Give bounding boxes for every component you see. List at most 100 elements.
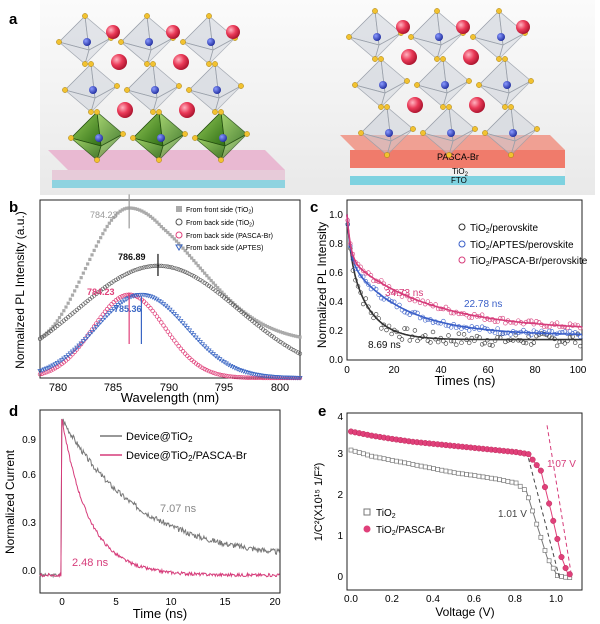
b-point-pasca: [209, 369, 214, 375]
b-point-front: [86, 262, 90, 266]
e-ytick-4: 4: [337, 412, 343, 423]
b-point-aptes: [225, 362, 232, 368]
d-legend-2: Device@TiO2/PASCA-Br: [126, 450, 247, 463]
b-point-front: [88, 257, 92, 262]
b-point-front: [190, 256, 194, 260]
b-point-aptes: [80, 339, 86, 344]
b-point-front: [185, 251, 189, 255]
b-point-back-tio2: [176, 267, 181, 272]
c-point: [358, 273, 363, 279]
b-point-front: [261, 322, 265, 326]
panel-d: d Normalized Current Time (ns) 0 5 10 15…: [3, 403, 281, 621]
b-tick-800: 800: [271, 382, 289, 394]
b-point-front: [209, 278, 213, 283]
b-annot-front-peak: 784.23: [90, 210, 118, 220]
b-point-front: [55, 319, 59, 323]
panel-c-yticks: 0.0 0.2 0.4 0.6 0.8 1.0: [329, 210, 343, 366]
b-point-aptes: [78, 341, 84, 347]
e-point-pasca: [546, 500, 553, 507]
d-xtick-20: 20: [269, 597, 281, 608]
b-point-aptes: [89, 329, 95, 335]
c-point: [430, 329, 436, 335]
c-point: [361, 301, 366, 307]
b-point-pasca: [200, 365, 205, 370]
b-point-aptes: [176, 316, 182, 322]
b-point-aptes: [41, 367, 47, 373]
b-point-front: [40, 335, 44, 339]
halide-atom: [528, 78, 534, 84]
b-point-front: [118, 209, 122, 213]
b-point-pasca: [146, 303, 151, 309]
e-point-tio2: [493, 476, 498, 482]
b-point-front: [265, 324, 270, 329]
octahedron-face: [84, 37, 112, 66]
c-point: [412, 328, 418, 333]
b-point-pasca: [48, 368, 53, 373]
e-ytick-2: 2: [337, 490, 343, 501]
b-point-front: [81, 271, 85, 275]
b-point-back-tio2: [148, 264, 153, 269]
b-point-back-tio2: [284, 344, 290, 349]
metal-atom: [95, 134, 103, 142]
b-point-aptes: [74, 345, 80, 351]
c-point: [363, 271, 368, 276]
e-point-pasca: [525, 451, 532, 458]
panel-d-label: d: [9, 403, 18, 420]
b-point-front: [75, 284, 79, 289]
halide-atom: [502, 56, 508, 62]
octahedron-face: [504, 80, 532, 109]
b-point-aptes: [104, 313, 110, 318]
panel-e-ylabel: 1/C²(X10¹⁵ 1/F²): [313, 463, 325, 542]
panel-d-axes: [39, 409, 281, 594]
b-point-front: [68, 297, 72, 301]
b-point-front: [107, 221, 111, 225]
b-point-front: [205, 274, 209, 278]
c-legend-marker-2: [458, 240, 466, 248]
b-point-pasca: [178, 346, 183, 351]
halide-atom: [378, 56, 384, 62]
cation-atom: [179, 102, 195, 118]
b-point-pasca: [243, 375, 248, 380]
c-point: [554, 320, 560, 325]
c-point: [446, 333, 451, 338]
halide-atom: [156, 109, 162, 115]
b-point-front: [51, 324, 55, 329]
halide-atom: [476, 82, 482, 88]
panel-e-xlabel: Voltage (V): [435, 605, 494, 619]
c-point: [562, 324, 568, 330]
e-point-tio2: [460, 471, 465, 477]
b-point-aptes: [119, 299, 125, 305]
panel-b-xlabel: Wavelength (nm): [121, 390, 220, 405]
octahedron-face: [374, 32, 402, 61]
c-annot-aptes: 22.78 ns: [464, 299, 502, 310]
b-point-back-tio2: [282, 342, 287, 347]
e-point-tio2: [513, 480, 519, 486]
b-point-front: [112, 215, 116, 220]
b-point-aptes: [111, 306, 117, 312]
legend-pasca: From back side (PASCA-Br): [186, 233, 273, 240]
c-point: [467, 340, 472, 346]
b-point-pasca: [98, 315, 103, 320]
b-point-front: [224, 294, 228, 299]
octahedron-face: [436, 32, 464, 61]
b-point-front: [140, 209, 144, 213]
c-point: [578, 343, 583, 349]
c-point: [448, 325, 454, 330]
halide-atom: [352, 82, 358, 88]
b-point-aptes: [48, 364, 54, 370]
c-point: [562, 329, 568, 334]
panel-b-series: [37, 194, 303, 381]
b-point-front: [96, 240, 101, 244]
b-point-back-tio2: [150, 263, 155, 269]
b-point-front: [255, 319, 259, 323]
halide-atom: [244, 131, 250, 137]
layer-label-tio2: TiO2: [452, 167, 469, 178]
e-point-tio2: [530, 508, 535, 514]
b-point-front: [99, 236, 103, 240]
c-ytick-0.8: 0.8: [329, 239, 343, 250]
c-point: [402, 326, 407, 331]
e-point-tio2: [472, 473, 478, 478]
b-point-pasca: [180, 349, 186, 354]
b-point-aptes: [98, 320, 104, 325]
